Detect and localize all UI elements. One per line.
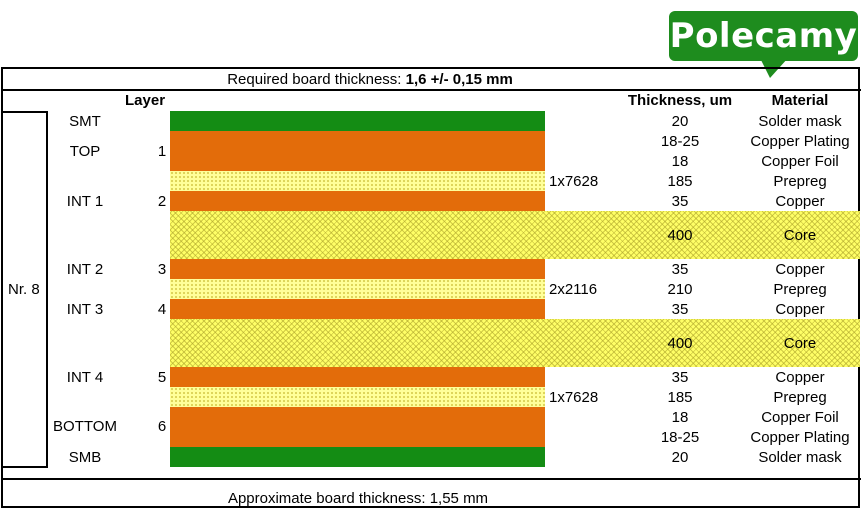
material-bottom-plating: Copper Plating: [750, 429, 850, 446]
required-thickness: Required board thickness: 1,6 +/- 0,15 m…: [0, 71, 740, 89]
material-int4: Copper: [775, 369, 825, 386]
layer-number-4: 4: [157, 301, 167, 318]
thickness-prepreg-3: 185: [667, 389, 693, 406]
thickness-bottom-foil: 18: [671, 409, 689, 426]
layer-column-header: Layer: [125, 92, 166, 109]
thickness-prepreg-2: 210: [667, 281, 693, 298]
copper-int2-band: [170, 259, 545, 279]
footer-divider: [1, 478, 861, 480]
prepreg-3-band: [170, 387, 545, 407]
thickness-top-foil: 18: [671, 153, 689, 170]
stackup-bracket: [1, 111, 48, 468]
layer-number-2: 2: [157, 193, 167, 210]
layer-name-int4: INT 4: [66, 369, 104, 386]
material-prepreg-1: Prepreg: [773, 173, 827, 190]
thickness-core-1: 400: [667, 227, 693, 244]
solder-mask-bottom-band: [170, 447, 545, 467]
copper-int1-band: [170, 191, 545, 211]
solder-mask-top-band: [170, 111, 545, 131]
stackup-number-label: Nr. 8: [8, 281, 40, 298]
prepreg-type-1: 1x7628: [549, 173, 599, 190]
thickness-core-2: 400: [667, 335, 693, 352]
thickness-smt: 20: [671, 113, 689, 130]
material-core-1: Core: [783, 227, 817, 244]
layer-number-3: 3: [157, 261, 167, 278]
prepreg-1-band: [170, 171, 545, 191]
thickness-column-header: Thickness, um: [627, 92, 733, 109]
core-2-band: [170, 319, 860, 367]
layer-name-int1: INT 1: [66, 193, 104, 210]
layer-number-6: 6: [157, 418, 167, 435]
thickness-int4: 35: [671, 369, 689, 386]
layer-name-bottom: BOTTOM: [53, 418, 117, 435]
copper-bottom-band: [170, 407, 545, 447]
required-thickness-value: 1,6 +/- 0,15 mm: [405, 71, 513, 88]
layer-number-5: 5: [157, 369, 167, 386]
material-column-header: Material: [771, 92, 829, 109]
thickness-int1: 35: [671, 193, 689, 210]
required-thickness-label: Required board thickness:: [227, 71, 406, 88]
recommended-badge-label: Polecamy: [669, 16, 858, 56]
layer-number-1: 1: [157, 143, 167, 160]
layer-name-smb: SMB: [68, 449, 102, 466]
material-core-2: Core: [783, 335, 817, 352]
thickness-smb: 20: [671, 449, 689, 466]
layer-name-int2: INT 2: [66, 261, 104, 278]
material-prepreg-2: Prepreg: [773, 281, 827, 298]
prepreg-2-band: [170, 279, 545, 299]
thickness-prepreg-1: 185: [667, 173, 693, 190]
approximate-thickness: Approximate board thickness: 1,55 mm: [227, 490, 489, 507]
header-divider: [1, 89, 861, 91]
thickness-int3: 35: [671, 301, 689, 318]
material-smt: Solder mask: [758, 113, 842, 130]
recommended-badge: [669, 11, 858, 61]
material-prepreg-3: Prepreg: [773, 389, 827, 406]
copper-int4-band: [170, 367, 545, 387]
prepreg-type-2: 2x2116: [549, 281, 598, 298]
prepreg-type-3: 1x7628: [549, 389, 599, 406]
copper-top-band: [170, 131, 545, 171]
layer-name-int3: INT 3: [66, 301, 104, 318]
material-smb: Solder mask: [758, 449, 842, 466]
copper-int3-band: [170, 299, 545, 319]
material-top-plating: Copper Plating: [750, 133, 850, 150]
material-int3: Copper: [775, 301, 825, 318]
thickness-int2: 35: [671, 261, 689, 278]
material-int2: Copper: [775, 261, 825, 278]
material-int1: Copper: [775, 193, 825, 210]
layer-name-top: TOP: [69, 143, 101, 160]
material-top-foil: Copper Foil: [761, 153, 839, 170]
material-bottom-foil: Copper Foil: [761, 409, 839, 426]
thickness-bottom-plating: 18-25: [660, 429, 700, 446]
thickness-top-plating: 18-25: [660, 133, 700, 150]
layer-name-smt: SMT: [69, 113, 101, 130]
core-1-band: [170, 211, 860, 259]
stackup-frame: [1, 67, 860, 508]
